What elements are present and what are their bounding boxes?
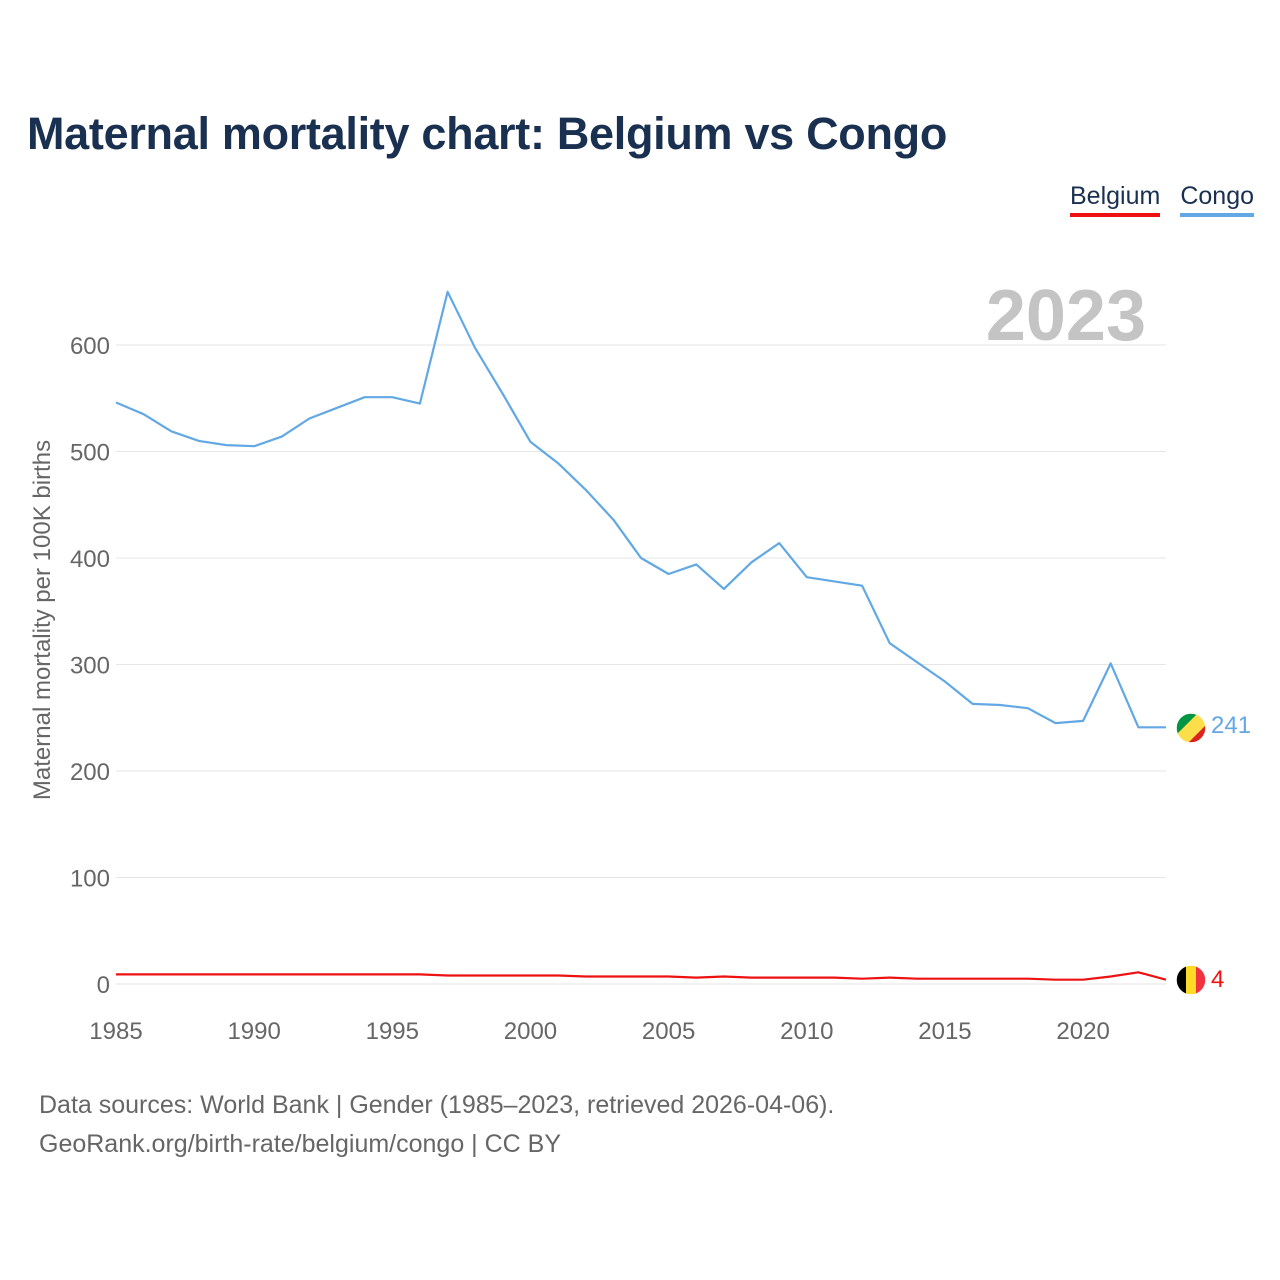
x-tick-label: 2015 bbox=[918, 1018, 971, 1045]
chart-title: Maternal mortality chart: Belgium vs Con… bbox=[27, 108, 948, 159]
series-end-label-belgium: 4 bbox=[1211, 966, 1224, 993]
belgium-flag-icon bbox=[1176, 965, 1206, 995]
y-axis-ticks: 0 100 200 300 400 500 600 bbox=[70, 333, 110, 999]
year-watermark: 2023 bbox=[986, 276, 1146, 356]
y-tick-label: 500 bbox=[70, 440, 110, 467]
series-line-belgium[interactable] bbox=[116, 971, 1167, 981]
x-tick-label: 2005 bbox=[642, 1018, 695, 1045]
x-tick-label: 2000 bbox=[504, 1018, 557, 1045]
y-tick-label: 0 bbox=[97, 972, 110, 999]
y-tick-label: 300 bbox=[70, 653, 110, 680]
y-tick-label: 100 bbox=[70, 866, 110, 893]
legend: Belgium Congo bbox=[1070, 182, 1254, 217]
y-axis-label: Maternal mortality per 100K births bbox=[29, 440, 56, 800]
series-end-label-congo: 241 bbox=[1211, 712, 1251, 739]
y-tick-label: 600 bbox=[70, 333, 110, 360]
x-tick-label: 1990 bbox=[227, 1018, 280, 1045]
x-axis-ticks: 1985 1990 1995 2000 2005 2010 2015 2020 bbox=[89, 1018, 1109, 1045]
grid bbox=[116, 344, 1166, 985]
x-tick-label: 1985 bbox=[89, 1018, 142, 1045]
y-tick-label: 200 bbox=[70, 759, 110, 786]
congo-flag-icon bbox=[1176, 713, 1206, 743]
legend-item-belgium[interactable]: Belgium bbox=[1070, 182, 1161, 217]
legend-item-congo[interactable]: Congo bbox=[1180, 182, 1254, 217]
x-tick-label: 2020 bbox=[1056, 1018, 1109, 1045]
series-lines bbox=[115, 290, 1167, 981]
x-tick-label: 1995 bbox=[366, 1018, 419, 1045]
y-tick-label: 400 bbox=[70, 546, 110, 573]
x-tick-label: 2010 bbox=[780, 1018, 833, 1045]
line-chart: 2023 0 100 200 300 400 500 600 1985 1990 1995 200… bbox=[29, 276, 1251, 1045]
sources-line: Data sources: World Bank | Gender (1985–… bbox=[39, 1091, 835, 1119]
data-sources: Data sources: World Bank | Gender (1985–… bbox=[39, 1086, 834, 1164]
sources-link[interactable]: GeoRank.org/birth-rate/belgium/congo | C… bbox=[39, 1130, 562, 1158]
series-line-congo[interactable] bbox=[115, 290, 1166, 729]
